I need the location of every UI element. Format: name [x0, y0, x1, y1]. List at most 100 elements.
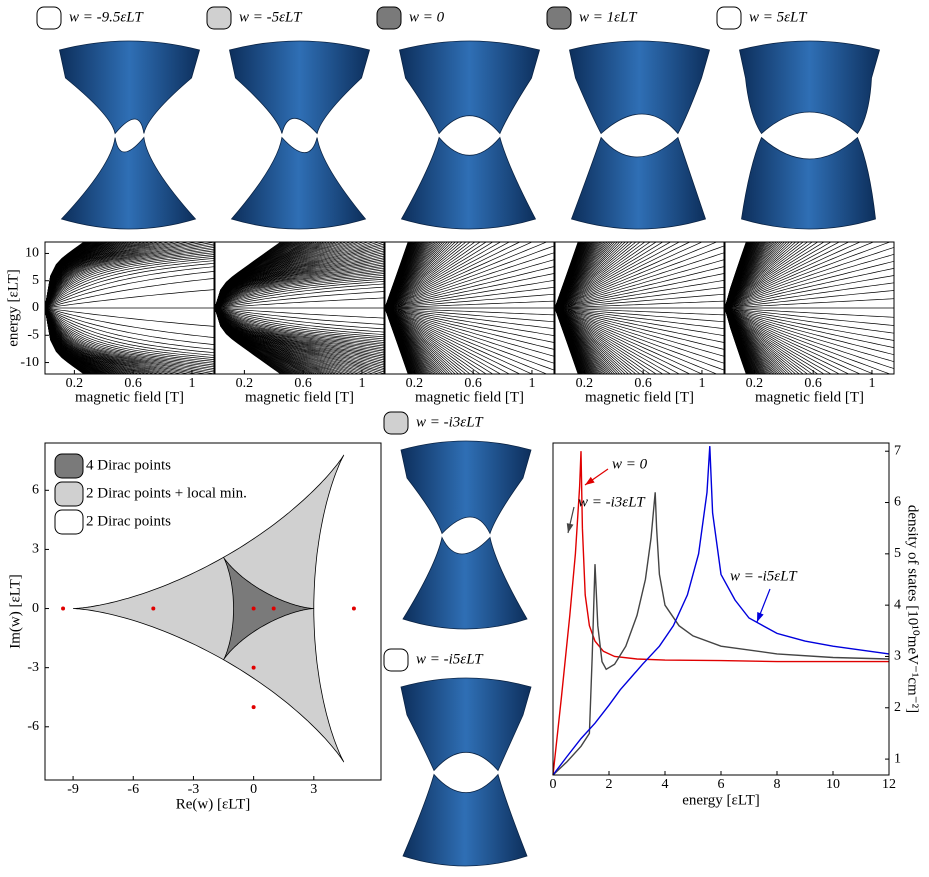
x-tick-label: -9	[67, 782, 79, 797]
x-tick-label: -6	[127, 782, 139, 797]
annotation: w = 0	[612, 456, 648, 472]
band-surface	[570, 41, 710, 134]
landau-level	[725, 308, 894, 755]
sample-point	[252, 666, 256, 670]
band-surface	[403, 775, 527, 867]
x-tick-label: 10	[826, 777, 840, 792]
legend-label: 4 Dirac points	[86, 457, 171, 473]
band-surface	[401, 441, 531, 534]
x-axis-label: Re(w) [εLT]	[176, 796, 250, 812]
x-axis-label: magnetic field [T]	[245, 389, 354, 405]
landau-level	[555, 308, 724, 667]
legend-swatch	[377, 7, 401, 29]
landau-level	[555, 308, 724, 715]
dos-line	[553, 492, 889, 775]
x-axis-label: magnetic field [T]	[755, 389, 864, 405]
landau-level	[555, 308, 724, 563]
y-tick-label: 1	[894, 751, 901, 766]
y-axis-label: Im(w) [εLT]	[7, 574, 23, 648]
legend-swatch	[55, 510, 83, 534]
legend-swatch	[55, 482, 83, 506]
panel-label: w = -i5εLT	[416, 651, 484, 667]
annotation: w = -i3εLT	[578, 494, 646, 510]
x-axis-label: magnetic field [T]	[415, 389, 524, 405]
panel-label: w = -i3εLT	[416, 414, 484, 430]
y-tick-label: 2	[894, 700, 901, 715]
y-tick-label: -6	[27, 719, 39, 734]
arrow-head	[585, 477, 595, 485]
y-tick-label: 0	[32, 601, 39, 616]
legend-swatch	[547, 7, 571, 29]
x-tick-label: 0	[250, 782, 257, 797]
panel-label: w = -5εLT	[239, 9, 303, 25]
x-tick-label: 0	[550, 777, 557, 792]
band-surface	[403, 538, 527, 630]
landau-level	[385, 308, 554, 556]
y-tick-label: 5	[32, 273, 39, 288]
x-tick-label: 2	[606, 777, 613, 792]
x-tick-label: 1	[868, 376, 875, 391]
landau-level	[555, 308, 724, 550]
plot-frame	[553, 443, 889, 775]
legend-swatch	[384, 412, 408, 434]
legend-swatch	[717, 7, 741, 29]
band-surface	[232, 138, 366, 230]
band-surface	[742, 138, 876, 230]
x-tick-label: 1	[188, 376, 195, 391]
sample-point	[61, 607, 65, 611]
landau-level	[385, 308, 554, 570]
band-surface	[402, 138, 536, 230]
y-tick-label: -5	[27, 327, 39, 342]
legend-swatch	[384, 649, 408, 671]
y-tick-label: 10	[25, 246, 39, 261]
y-tick-label: 3	[894, 649, 901, 664]
band-surface	[230, 41, 370, 134]
band-surface	[401, 678, 531, 771]
y-tick-label: -3	[27, 660, 39, 675]
landau-level	[555, 308, 724, 729]
annotation: w = -i5εLT	[730, 568, 798, 584]
y-tick-label: 0	[32, 300, 39, 315]
x-tick-label: 6	[718, 777, 725, 792]
y-axis-label: energy [εLT]	[5, 269, 21, 347]
arrow-head	[757, 612, 764, 622]
y-axis-label: density of states [10¹⁰meV⁻¹cm⁻²]	[905, 505, 921, 713]
legend-swatch	[207, 7, 231, 29]
x-tick-label: 12	[882, 777, 896, 792]
landau-level	[385, 308, 554, 563]
y-tick-label: 4	[894, 597, 901, 612]
y-tick-label: 5	[894, 546, 901, 561]
band-surface	[62, 138, 196, 230]
y-tick-label: 3	[32, 542, 39, 557]
panel-label: w = 1εLT	[579, 9, 638, 25]
x-tick-label: -3	[188, 782, 200, 797]
x-axis-label: energy [εLT]	[682, 792, 760, 808]
sample-point	[151, 607, 155, 611]
figure: w = -9.5εLT0.20.61magnetic field [T]-10-…	[0, 0, 929, 872]
band-surface	[572, 138, 706, 230]
x-tick-label: 1	[698, 376, 705, 391]
panel-label: w = 0	[409, 9, 445, 25]
x-tick-label: 4	[662, 777, 669, 792]
x-tick-label: 1	[358, 376, 365, 391]
sample-point	[252, 607, 256, 611]
legend-swatch	[37, 7, 61, 29]
x-axis-label: magnetic field [T]	[585, 389, 694, 405]
landau-level	[555, 308, 724, 522]
band-surface	[400, 41, 540, 134]
panel-label: w = 5εLT	[749, 9, 808, 25]
legend-label: 2 Dirac points	[86, 513, 171, 529]
x-tick-label: 1	[528, 376, 535, 391]
y-tick-label: 6	[894, 495, 901, 510]
y-tick-label: 7	[894, 443, 901, 458]
sample-point	[272, 607, 276, 611]
y-tick-label: -10	[20, 355, 39, 370]
legend-label: 2 Dirac points + local min.	[86, 485, 247, 501]
sample-point	[352, 607, 356, 611]
panel-label: w = -9.5εLT	[69, 9, 144, 25]
landau-level	[555, 308, 724, 570]
landau-level	[555, 308, 724, 556]
y-tick-label: 6	[32, 483, 39, 498]
x-tick-label: 8	[774, 777, 781, 792]
legend-swatch	[55, 454, 83, 478]
